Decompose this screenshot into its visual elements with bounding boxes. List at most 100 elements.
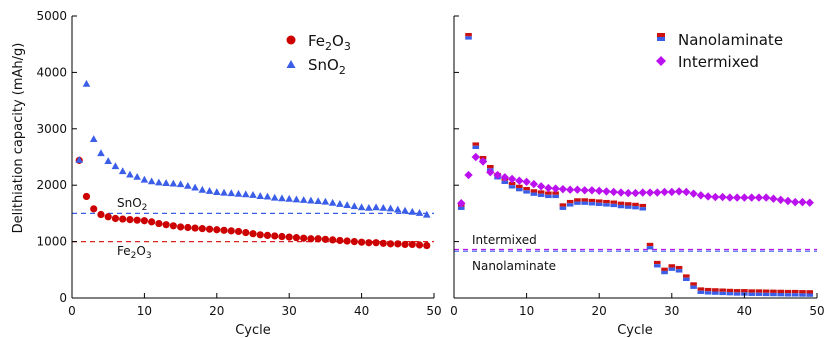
right-point-s0-32-bottom <box>683 277 690 281</box>
legend-marker-nanolaminate-top <box>657 33 665 37</box>
left-point-s1-13 <box>162 179 170 186</box>
right-point-s1-44 <box>769 194 778 203</box>
left-point-s1-44 <box>386 204 395 212</box>
right-legend: Nanolaminate Intermixed <box>656 31 783 71</box>
left-point-s0-6 <box>111 214 120 223</box>
right-point-s0-35-bottom <box>704 291 712 295</box>
right-point-s0-34 <box>697 287 705 294</box>
right-point-s0-14-top <box>552 191 559 195</box>
right-point-s0-28 <box>653 260 661 268</box>
right-point-s0-33-bottom <box>690 285 697 289</box>
right-point-s1-21 <box>602 187 611 196</box>
right-point-s0-25-bottom <box>632 206 639 210</box>
right-point-s0-36-bottom <box>712 291 719 295</box>
left-point-s1-22 <box>227 189 236 197</box>
left-point-s0-36 <box>329 236 337 244</box>
right-point-s0-16-top <box>566 199 574 204</box>
intermixed-ref-label: Intermixed <box>472 233 537 247</box>
right-point-s1-40 <box>740 193 749 202</box>
right-point-s1-24 <box>624 188 633 198</box>
left-point-s1-12 <box>155 178 163 186</box>
left-point-s0-30 <box>285 233 293 241</box>
right-point-s1-42 <box>754 193 764 202</box>
left-point-s1-8 <box>126 170 134 178</box>
right-point-s0-18-bottom <box>581 201 588 205</box>
right-axes: 0 10 20 30 40 50 <box>450 15 825 318</box>
left-point-s0-19 <box>205 225 214 233</box>
right-point-s0-45-top <box>777 289 784 294</box>
right-point-s0-21-top <box>603 199 610 204</box>
right-point-s0-39-top <box>733 289 741 293</box>
right-point-s0-30-top <box>668 264 676 268</box>
left-point-s0-4 <box>97 210 105 219</box>
left-xtick-label-40: 40 <box>354 304 369 318</box>
left-ytick-label-1000: 1000 <box>36 235 67 249</box>
right-point-s1-5 <box>486 168 495 177</box>
right-point-s1-43 <box>761 193 771 202</box>
left-point-s0-5 <box>104 213 112 221</box>
left-point-s1-49 <box>422 210 431 218</box>
left-point-s1-42 <box>372 203 380 211</box>
right-point-s0-9-bottom <box>516 188 523 192</box>
right-point-s0-34-bottom <box>697 290 705 294</box>
left-point-s0-38 <box>343 237 351 245</box>
right-point-s1-22 <box>609 187 618 197</box>
y-axis-label: Delithiation capacity (mAh/g) <box>11 43 26 234</box>
left-xtick-label-20: 20 <box>209 304 224 318</box>
right-point-s0-28-top <box>653 260 661 265</box>
right-point-s0-26 <box>639 203 647 211</box>
left-point-s1-11 <box>147 177 156 185</box>
right-point-s1-6 <box>493 170 502 180</box>
right-point-s1-10 <box>522 177 531 187</box>
right-point-s0-23-top <box>617 201 625 205</box>
left-point-s1-4 <box>97 149 105 157</box>
right-point-s0-44-bottom <box>770 292 777 297</box>
right-reference-labels: Intermixed Nanolaminate <box>472 233 556 273</box>
right-point-s1-8 <box>507 174 517 184</box>
left-point-s1-19 <box>205 187 214 194</box>
right-point-s0-26-top <box>639 203 647 208</box>
right-point-s0-44 <box>770 289 777 297</box>
right-point-s1-14 <box>551 184 560 193</box>
left-point-s0-8 <box>126 216 134 224</box>
left-point-s0-39 <box>350 238 358 246</box>
right-point-s0-28-bottom <box>653 264 661 268</box>
right-point-s0-31-top <box>675 265 683 270</box>
right-point-s1-34 <box>696 191 706 200</box>
right-xtick-label-40: 40 <box>737 304 752 318</box>
right-point-s0-19 <box>588 198 596 206</box>
right-xtick-label-50: 50 <box>809 304 824 318</box>
left-point-s0-11 <box>148 218 156 226</box>
left-point-s1-43 <box>379 203 388 211</box>
left-xtick-label-0: 0 <box>68 304 76 318</box>
right-point-s0-29-bottom <box>661 270 668 275</box>
right-point-s0-29-top <box>661 267 668 271</box>
right-point-s0-25-top <box>632 202 639 207</box>
right-point-s1-39 <box>732 193 742 202</box>
left-point-s1-20 <box>213 188 221 196</box>
left-point-s0-47 <box>408 240 416 249</box>
right-point-s0-42-top <box>755 289 763 293</box>
right-point-s1-4 <box>478 157 488 166</box>
left-point-s1-38 <box>343 201 351 208</box>
left-point-s1-48 <box>415 209 424 216</box>
right-point-s0-20 <box>595 199 603 206</box>
right-point-s0-19-top <box>588 198 596 203</box>
right-point-s0-15-bottom <box>559 206 567 210</box>
right-point-s0-22-top <box>610 200 618 204</box>
right-point-s1-15 <box>558 184 568 194</box>
right-point-s0-37-bottom <box>719 291 726 296</box>
right-point-s0-27-top <box>646 242 654 247</box>
left-point-s1-10 <box>140 175 149 183</box>
right-x-axis-label: Cycle <box>617 323 653 338</box>
right-point-s0-21 <box>603 199 610 207</box>
right-point-s1-49 <box>805 198 814 207</box>
legend-marker-sno2 <box>286 60 296 68</box>
left-point-s0-9 <box>133 216 141 224</box>
right-point-s0-13-top <box>545 191 552 195</box>
right-point-s0-49 <box>806 290 814 297</box>
left-point-s0-40 <box>358 238 366 246</box>
right-point-s0-8-bottom <box>508 185 516 189</box>
right-point-s0-40-top <box>741 289 748 293</box>
right-point-s0-11-top <box>530 189 538 193</box>
